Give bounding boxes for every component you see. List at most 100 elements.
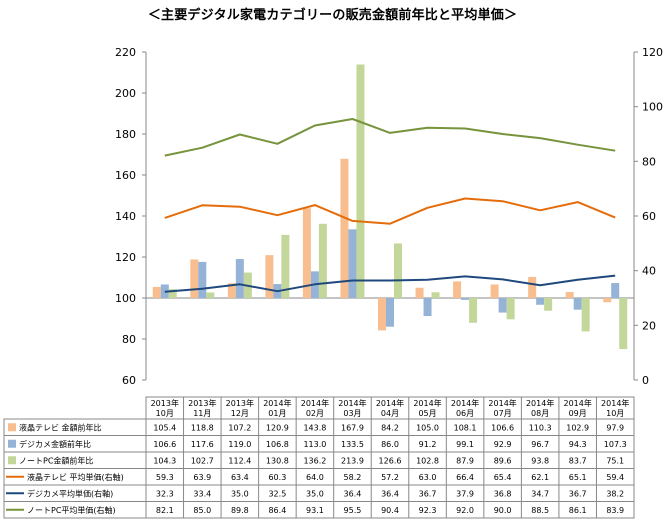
axis-ticks: 60 80 100 120 140 160 180 200 220 0 20 40 60 80 100 120 [115, 46, 663, 387]
right-tick-label: 100 [642, 101, 663, 114]
bar-1-3 [227, 283, 236, 298]
series-label-5: デジカメ平均単価(右軸) [27, 488, 113, 498]
table-cell: 93.8 [531, 456, 549, 465]
table-cell: 36.4 [381, 489, 399, 498]
series-label-4: 液晶テレビ 平均単価(右軸) [27, 472, 124, 482]
bar-3-2 [206, 292, 215, 298]
right-tick-label: 60 [642, 210, 656, 223]
right-tick-label: 80 [642, 155, 656, 168]
table-cell: 32.5 [268, 489, 286, 498]
bar-2-2 [198, 261, 207, 298]
table-cell: 37.9 [456, 489, 474, 498]
left-tick-label: 140 [115, 210, 136, 223]
table-cell: 118.8 [191, 423, 214, 432]
bar-3-10 [506, 298, 515, 320]
table-cell: 133.5 [341, 440, 364, 449]
left-tick-label: 60 [122, 374, 136, 387]
data-table: 2013年10月2013年11月2013年12月2014年01月2014年02月… [3, 396, 635, 519]
table-cell: 65.4 [494, 473, 512, 482]
category-label: 02月 [306, 409, 324, 418]
left-tick-label: 100 [115, 292, 136, 305]
category-label: 2013年 [226, 398, 254, 408]
table-cell: 59.3 [156, 473, 174, 482]
table-cell: 119.0 [228, 440, 251, 449]
series-label-6: ノートPC平均単価(右軸) [27, 505, 116, 515]
table-cell: 35.0 [231, 489, 249, 498]
table-cell: 105.0 [416, 423, 439, 432]
table-cell: 63.4 [231, 473, 249, 482]
category-label: 2014年 [338, 398, 366, 408]
table-cell: 58.2 [344, 473, 362, 482]
bar-3-1 [168, 289, 177, 298]
table-cell: 126.6 [379, 456, 402, 465]
table-cell: 213.9 [341, 456, 364, 465]
table-cell: 92.3 [419, 506, 437, 515]
table-cell: 113.0 [303, 440, 326, 449]
category-label: 2014年 [301, 398, 329, 408]
line-series-3 [164, 118, 616, 157]
table-cell: 108.1 [454, 423, 477, 432]
category-label: 10月 [606, 409, 624, 418]
bar-3-6 [356, 64, 365, 298]
bar-1-2 [190, 259, 199, 298]
bar-2-8 [423, 298, 432, 317]
left-tick-label: 180 [115, 128, 136, 141]
table-cell: 102.7 [191, 456, 214, 465]
bar-3-8 [431, 292, 440, 298]
table-cell: 65.1 [569, 473, 587, 482]
bar-1-9 [453, 281, 462, 298]
bar-1-10 [490, 284, 499, 298]
line-layer [164, 118, 616, 293]
category-label: 2014年 [451, 398, 479, 408]
table-cell: 92.9 [494, 440, 512, 449]
category-label: 2014年 [488, 398, 516, 408]
category-label: 2014年 [601, 398, 629, 408]
table-cell: 60.3 [268, 473, 286, 482]
table-cell: 90.0 [494, 506, 512, 515]
right-tick-label: 120 [642, 46, 663, 59]
right-tick-label: 20 [642, 319, 656, 332]
bar-1-12 [565, 292, 574, 298]
category-label: 01月 [268, 409, 286, 418]
bar-1-7 [378, 298, 386, 331]
category-label: 09月 [569, 409, 587, 418]
category-label: 2014年 [376, 398, 404, 408]
bar-3-5 [318, 223, 327, 298]
left-tick-label: 80 [122, 333, 136, 346]
table-cell: 89.8 [231, 506, 249, 515]
bar-2-13 [611, 283, 620, 298]
bar-2-10 [498, 298, 507, 313]
bar-3-12 [581, 298, 590, 332]
left-tick-label: 160 [115, 169, 136, 182]
table-cell: 63.9 [193, 473, 211, 482]
series-label-2: デジカメ金額前年比 [19, 439, 91, 449]
category-label: 2014年 [263, 398, 291, 408]
table-cell: 83.7 [569, 456, 587, 465]
bar-3-7 [394, 243, 402, 298]
table-cell: 75.1 [606, 456, 624, 465]
table-cell: 62.1 [531, 473, 549, 482]
category-label: 05月 [418, 409, 436, 418]
bar-2-6 [348, 229, 357, 298]
table-cell: 59.4 [606, 473, 624, 482]
series-label-3: ノートPC金額前年比 [19, 455, 93, 465]
left-tick-label: 200 [115, 87, 136, 100]
bar-2-12 [573, 298, 582, 310]
category-label: 2013年 [151, 398, 179, 408]
table-cell: 104.3 [153, 456, 176, 465]
left-tick-label: 120 [115, 251, 136, 264]
table-cell: 83.9 [606, 506, 624, 515]
table-cell: 143.8 [303, 423, 326, 432]
bar-3-11 [544, 298, 553, 311]
bar-1-6 [340, 158, 349, 298]
bar-1-1 [152, 286, 161, 298]
table-cell: 107.2 [228, 423, 251, 432]
bar-2-7 [386, 298, 394, 327]
table-cell: 87.9 [456, 456, 474, 465]
table-cell: 85.0 [193, 506, 211, 515]
category-label: 03月 [343, 409, 361, 418]
category-label: 2013年 [188, 398, 216, 408]
category-label: 10月 [156, 409, 174, 418]
bar-layer [152, 64, 628, 350]
table-cell: 99.1 [456, 440, 474, 449]
